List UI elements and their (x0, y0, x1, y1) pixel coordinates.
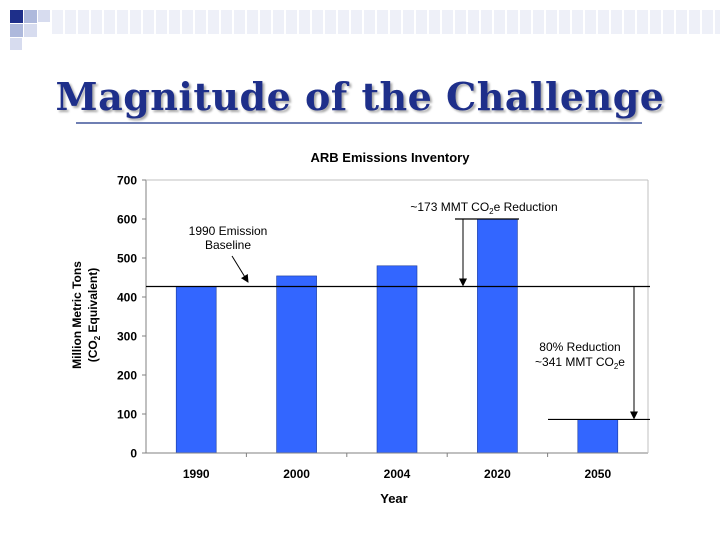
x-tick-label: 1990 (183, 467, 210, 481)
baseline-annotation-arrow (231, 255, 249, 283)
y-tick-label: 400 (117, 291, 137, 305)
y-tick-label: 700 (117, 174, 137, 188)
bar-2000 (276, 275, 317, 454)
bar-2020 (477, 218, 518, 454)
y-axis-label: Million Metric Tons (CO2 Equivalent) (70, 261, 102, 369)
top-border-pattern (52, 10, 720, 34)
reduction-2050-annotation-line2: ~341 MMT CO2e (535, 355, 625, 371)
bar-2050 (577, 419, 619, 454)
x-axis-label: Year (380, 491, 407, 506)
y-tick-label: 300 (117, 330, 137, 344)
bar-1990 (175, 286, 217, 454)
y-axis-label-line2: (CO2 Equivalent) (86, 268, 102, 362)
x-tick-label: 2050 (584, 467, 611, 481)
y-axis-label-line1: Million Metric Tons (70, 261, 84, 369)
reduction-2050-annotation-line1: 80% Reduction (539, 340, 620, 354)
reduction-2020-annotation: ~173 MMT CO2e Reduction (410, 200, 557, 216)
y-tick-label: 600 (117, 213, 137, 227)
y-tick-label: 100 (117, 408, 137, 422)
x-tick-label: 2020 (484, 467, 511, 481)
title-divider (76, 122, 642, 124)
baseline-annotation-line1: 1990 Emission (189, 224, 268, 238)
chart-title: ARB Emissions Inventory (311, 150, 471, 165)
x-tick-label: 2000 (283, 467, 310, 481)
baseline-annotation-line2: Baseline (205, 238, 251, 252)
x-tick-label: 2004 (384, 467, 411, 481)
y-tick-label: 500 (117, 252, 137, 266)
slide-title: Magnitude of the Challenge (55, 74, 665, 119)
y-tick-label: 200 (117, 369, 137, 383)
y-tick-label: 0 (130, 447, 137, 461)
bar-2004 (376, 265, 418, 454)
